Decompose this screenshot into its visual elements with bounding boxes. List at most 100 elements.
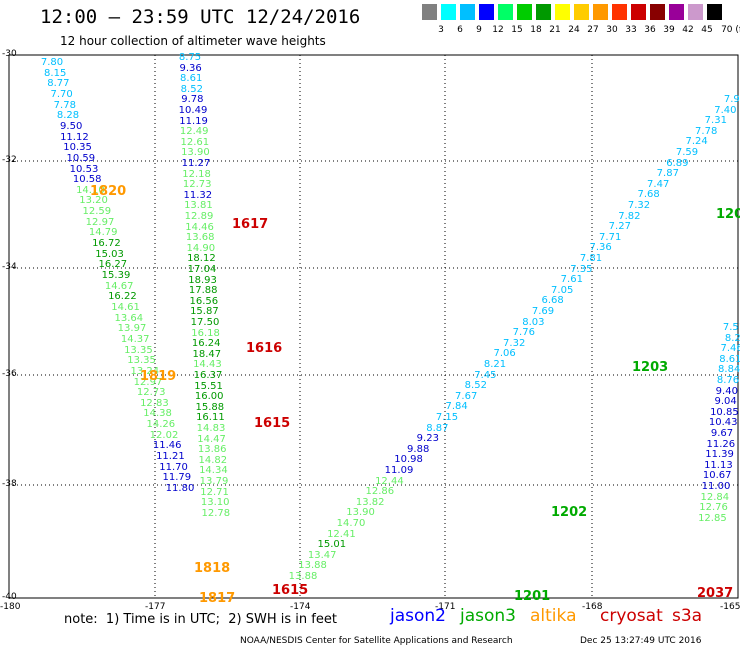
wave-height-value: 12.86: [365, 486, 395, 498]
wave-height-value: 7.31: [704, 115, 727, 127]
wave-height-value: 12.89: [184, 211, 214, 222]
wave-height-value: 12.44: [375, 475, 404, 487]
wave-height-value: 13.81: [184, 200, 213, 212]
wave-height-value: 14.67: [104, 280, 134, 292]
wave-height-value: 7.78: [53, 99, 76, 111]
pass-label-120-edge: 120: [716, 207, 740, 222]
wave-height-value: 16.72: [92, 238, 121, 250]
wave-height-value: 8.21: [483, 359, 507, 370]
generation-timestamp: Dec 25 13:27:49 UTC 2016: [580, 636, 702, 646]
wave-height-value: 8.2: [724, 332, 740, 344]
wave-height-value: 12.49: [179, 126, 209, 138]
wave-height-value: 7.80: [40, 57, 64, 68]
wave-height-value: 9.04: [714, 396, 737, 408]
wave-height-value: 12.18: [182, 168, 211, 180]
legend-jason3: jason3: [460, 606, 516, 626]
wave-height-value: 7.27: [608, 221, 631, 233]
wave-height-value: 11.21: [156, 451, 185, 463]
scale-label: 24: [568, 25, 580, 35]
wave-height-value: 7.35: [570, 263, 593, 275]
wave-height-value: 14.37: [120, 333, 150, 345]
wave-height-value: 7.84: [445, 401, 468, 413]
wave-height-value: 10.53: [69, 163, 99, 175]
wave-height-value: 18.47: [192, 348, 222, 360]
pass-label-1202: 1202: [551, 505, 588, 520]
wave-height-value: 7.69: [531, 306, 555, 317]
wave-height-value: 7.06: [493, 348, 516, 360]
wave-height-value: 11.32: [183, 189, 213, 201]
wave-height-value: 14.34: [199, 465, 228, 477]
scale-label: 36: [644, 25, 656, 35]
wave-height-value: 11.39: [705, 449, 734, 461]
wave-height-value: 10.49: [178, 105, 208, 116]
wave-height-value: 12.41: [327, 528, 356, 540]
wave-height-value: 13.97: [117, 323, 147, 335]
wave-height-value: 15.51: [194, 380, 223, 392]
wave-height-value: 7.81: [579, 253, 603, 264]
wave-height-value: 16.56: [189, 295, 219, 307]
wave-height-value: 13.24: [130, 365, 160, 377]
wave-height-value: 7.68: [637, 189, 660, 201]
wave-height-value: 14.83: [196, 423, 226, 434]
scale-swatch: [631, 4, 646, 20]
wave-height-value: 7.46: [720, 343, 740, 355]
scale-swatch: [441, 4, 456, 20]
wave-height-value: 11.70: [159, 461, 188, 473]
wave-height-value: 7.59: [675, 147, 699, 158]
scale-label: 18: [530, 25, 542, 35]
latitude-label: -32: [2, 155, 17, 165]
wave-height-value: 6.89: [666, 157, 689, 169]
units-note: note: 1) Time is in UTC; 2) SWH is in fe…: [64, 612, 337, 627]
scale-label: 12: [492, 25, 504, 35]
wave-height-value: 8.52: [464, 380, 487, 392]
longitude-label: -177: [145, 602, 166, 612]
wave-height-value: 7.05: [551, 284, 574, 296]
wave-height-value: 7.93: [723, 94, 740, 105]
pass-label-1203: 1203: [632, 360, 669, 375]
latitude-label: -40: [2, 592, 17, 602]
wave-height-value: 7.32: [503, 337, 526, 349]
wave-height-value: 7.45: [474, 369, 497, 381]
wave-height-value: 9.78: [181, 94, 204, 106]
wave-height-value: 16.24: [191, 338, 221, 350]
wave-height-value: 13.88: [288, 571, 318, 582]
wave-height-value: 13.10: [200, 497, 230, 509]
map-frame: [8, 54, 739, 599]
wave-height-value: 11.09: [384, 465, 414, 476]
wave-height-value: 11.13: [704, 459, 733, 471]
longitude-label: -180: [0, 602, 21, 612]
wave-height-value: 9.88: [407, 443, 430, 455]
pass-label-1818: 1818: [194, 561, 231, 576]
legend-jason2: jason2: [390, 606, 446, 626]
wave-height-value: 13.47: [307, 549, 337, 561]
wave-height-value: 14.46: [185, 221, 214, 233]
wave-height-value: 7.15: [435, 412, 459, 423]
pass-label-1201: 1201: [514, 589, 551, 604]
legend-s3a: s3a: [672, 606, 703, 626]
wave-height-value: 13.20: [79, 195, 108, 207]
scale-swatch: [669, 4, 684, 20]
wave-height-value: 7.61: [560, 274, 583, 286]
wave-height-value: 12.61: [180, 136, 210, 148]
latitude-label: -36: [2, 369, 17, 379]
wave-height-value: 12.85: [698, 512, 727, 524]
wave-height-value: 12.02: [149, 429, 179, 441]
wave-height-value: 11.00: [701, 481, 731, 492]
scale-label: 45: [701, 25, 713, 35]
wave-height-value: 16.27: [98, 259, 128, 271]
scale-swatch: [479, 4, 494, 20]
scale-swatch: [707, 4, 722, 20]
wave-height-value: 10.58: [72, 174, 102, 186]
wave-height-value: 6.68: [541, 295, 564, 307]
scale-label: 27: [587, 25, 599, 35]
wave-height-value: 16.37: [193, 370, 223, 381]
wave-height-value: 11.26: [706, 438, 736, 450]
wave-height-value: 14.10: [76, 184, 105, 196]
credit-line: NOAA/NESDIS Center for Satellite Applica…: [240, 636, 513, 646]
scale-swatch: [650, 4, 665, 20]
wave-height-value: 14.90: [186, 242, 216, 254]
pass-label-1615-a: 1615: [254, 416, 291, 431]
wave-height-value: 8.03: [522, 316, 545, 328]
wave-height-value: 7.36: [589, 242, 612, 254]
latitude-label: -38: [2, 479, 17, 489]
